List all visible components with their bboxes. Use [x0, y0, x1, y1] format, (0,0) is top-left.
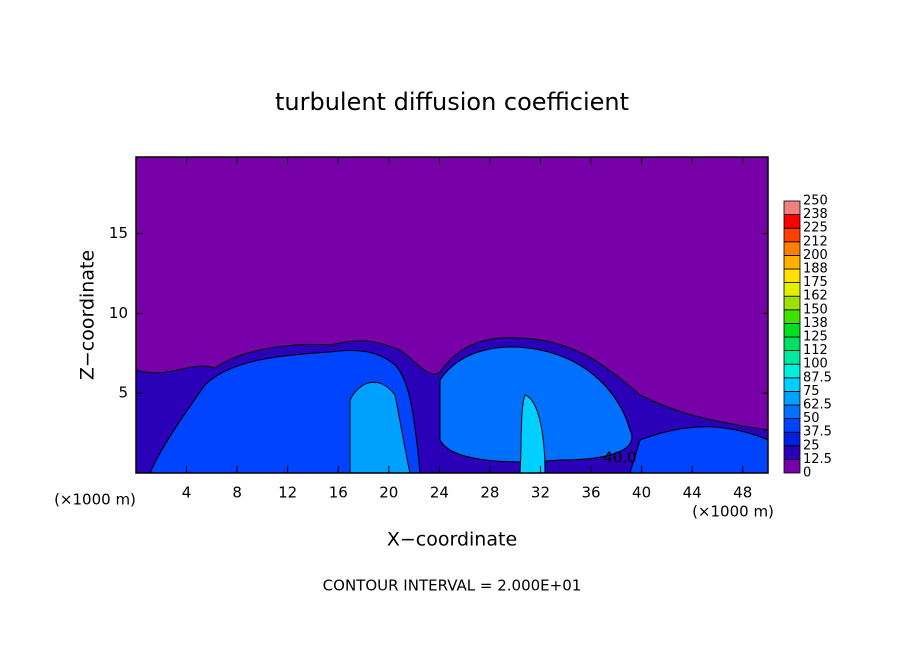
colorbar-label: 188: [803, 262, 828, 277]
colorbar-box: [783, 418, 801, 433]
colorbar-box: [783, 282, 801, 297]
colorbar-label: 138: [803, 316, 828, 331]
colorbar-label: 212: [803, 234, 828, 249]
colorbar-label: 87.5: [803, 370, 832, 385]
colorbar-box: [783, 227, 801, 243]
colorbar-box: [783, 309, 801, 324]
colorbar-box: [783, 336, 801, 352]
colorbar-box: [783, 200, 801, 216]
colorbar-box: [783, 350, 801, 365]
x-tick-label: 24: [430, 484, 449, 502]
plot-frame: [135, 156, 769, 474]
colorbar-box: [783, 241, 801, 256]
x-tick-label: 4: [182, 484, 192, 502]
x-tick-label: 44: [683, 484, 702, 502]
colorbar-box: [783, 390, 801, 406]
colorbar-box: [783, 214, 801, 229]
field: [135, 157, 769, 474]
y-tick-label: 10: [109, 304, 128, 322]
field-region: [439, 346, 633, 463]
x-axis-title: X−coordinate: [387, 529, 517, 551]
x-tick-label: 12: [278, 484, 297, 502]
colorbar-box: [783, 254, 801, 270]
colorbar-box: [783, 404, 801, 420]
field-region: [349, 381, 411, 474]
colorbar-label: 100: [803, 357, 828, 372]
x-unit: (×1000 m): [54, 491, 136, 509]
colorbar-label: 162: [803, 289, 828, 304]
colorbar-box: [783, 377, 801, 392]
colorbar-label: 0: [803, 466, 811, 481]
colorbar-label: 150: [803, 302, 828, 317]
colorbar-label: 25: [803, 438, 820, 453]
chart-title: turbulent diffusion coefficient: [275, 88, 629, 116]
colorbar-label: 12.5: [803, 452, 832, 467]
y-tick-label: 5: [118, 384, 128, 402]
colorbar-label: 238: [803, 207, 828, 222]
colorbar-label: 75: [803, 384, 820, 399]
colorbar-label: 200: [803, 248, 828, 263]
colorbar-label: 250: [803, 194, 828, 209]
x-tick-label: 40: [632, 484, 651, 502]
colorbar-label: 175: [803, 275, 828, 290]
y-tick-label: 15: [109, 224, 128, 242]
colorbar-box: [783, 431, 801, 447]
x-tick-label: 28: [480, 484, 499, 502]
contour-label: 40.0: [603, 449, 636, 467]
colorbar-box: [783, 458, 801, 474]
y-axis-title: Z−coordinate: [77, 250, 99, 380]
x-tick-label: 48: [733, 484, 752, 502]
colorbar-box: [783, 445, 801, 460]
colorbar-box: [783, 322, 801, 338]
colorbar-label: 50: [803, 411, 820, 426]
footer: CONTOUR INTERVAL = 2.000E+01: [323, 577, 582, 595]
colorbar-label: 37.5: [803, 425, 832, 440]
x-tick-label: 8: [232, 484, 242, 502]
colorbar-label: 112: [803, 343, 828, 358]
colorbar-label: 62.5: [803, 398, 832, 413]
x-tick-label: 36: [581, 484, 600, 502]
x-tick-label: 16: [329, 484, 348, 502]
x-tick-label: 32: [531, 484, 550, 502]
y-unit: (×1000 m): [692, 503, 774, 521]
x-tick-label: 20: [379, 484, 398, 502]
colorbar-label: 125: [803, 330, 828, 345]
colorbar-box: [783, 295, 801, 311]
colorbar-label: 225: [803, 221, 828, 236]
colorbar-box: [783, 268, 801, 284]
colorbar-box: [783, 363, 801, 379]
